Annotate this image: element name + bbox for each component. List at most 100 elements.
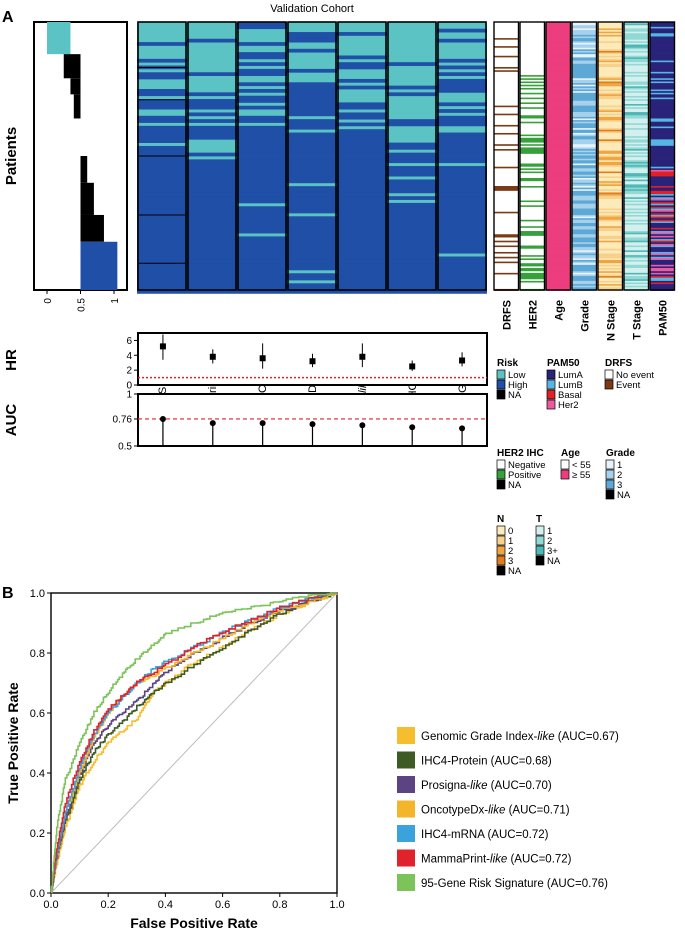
heatmap-cell: [387, 172, 437, 177]
heatmap-cell: [237, 239, 287, 244]
roc-y-tick-label: 0.4: [30, 768, 45, 780]
heatmap-cell: [237, 115, 287, 120]
heatmap-cell: [237, 256, 287, 261]
track-cell: [598, 44, 623, 47]
track-cell: [598, 174, 623, 177]
heatmap-cell: [337, 102, 387, 107]
track-cell: [520, 177, 545, 180]
track-cell: [520, 205, 545, 208]
track-cell: [650, 128, 675, 131]
heatmap-cell: [237, 206, 287, 210]
heatmap-cell: [437, 249, 487, 254]
track-cell: [598, 160, 623, 163]
track-cell: [546, 173, 571, 176]
track-cell: [546, 91, 571, 94]
track-cell: [598, 251, 623, 254]
heatmap-cell: [287, 149, 337, 154]
heatmap-cell: [137, 159, 187, 164]
heatmap-cell: [387, 249, 437, 254]
track-cell: [520, 203, 545, 206]
track-cell: [598, 25, 623, 28]
track-cell: [494, 28, 519, 31]
track-cell: [650, 235, 675, 238]
track-cell: [572, 190, 597, 193]
track-cell: [650, 153, 675, 156]
track-cell: [546, 26, 571, 29]
track-cell: [598, 242, 623, 245]
heatmap-cell: [387, 279, 437, 284]
track-cell: [546, 160, 571, 163]
heatmap-cell: [337, 85, 387, 90]
heatmap-cell: [237, 95, 287, 100]
legend-label: Her2: [558, 400, 579, 411]
track-cell: [572, 28, 597, 31]
track-cell: [598, 287, 623, 290]
legend-title: T: [536, 514, 542, 525]
track-cell: [572, 87, 597, 90]
track-cell: [494, 99, 519, 102]
track-cell: [546, 261, 571, 264]
heatmap-cell: [137, 125, 187, 130]
legend-age: Age< 55≥ 55: [560, 448, 591, 481]
track-cell: [546, 33, 571, 36]
track-cell: [494, 123, 519, 126]
track-cell: [572, 71, 597, 74]
heatmap-cell: [137, 196, 187, 200]
track-cell: [598, 208, 623, 211]
track-cell: [650, 269, 675, 272]
roc-legend-label: Prosigna-like (AUC=0.70): [421, 780, 552, 792]
track-cell: [520, 243, 545, 246]
track-cell: [546, 245, 571, 248]
track-cell: [546, 272, 571, 275]
track-cell: [572, 232, 597, 235]
heatmap-column-frame: [337, 21, 387, 291]
track-cell: [624, 194, 649, 197]
track-cell: [598, 126, 623, 129]
heatmap-cell: [337, 236, 387, 241]
track-cell: [546, 174, 571, 177]
track-cell: [494, 95, 519, 98]
track-frame: [597, 21, 624, 291]
track-cell: [520, 271, 545, 274]
track-cell: [520, 78, 545, 81]
track-cell: [650, 28, 675, 31]
track-cell: [650, 54, 675, 57]
track-cell: [598, 232, 623, 235]
track-cell: [520, 268, 545, 271]
track-cell: [494, 55, 519, 58]
track-cell: [650, 121, 675, 124]
track-cell: [494, 250, 519, 253]
track-cell: [494, 169, 519, 172]
track-cell: [572, 84, 597, 87]
track-cell: [520, 184, 545, 187]
track-cell: [598, 36, 623, 39]
heatmap-cell: [337, 216, 387, 221]
track-label: DRFS: [501, 300, 513, 330]
track-cell: [494, 176, 519, 179]
track-cell: [572, 113, 597, 116]
track-cell: [624, 65, 649, 68]
heatmap-cell: [237, 182, 287, 187]
track-cell: [598, 55, 623, 58]
track-cell: [572, 169, 597, 172]
track-cell: [650, 277, 675, 280]
track-cell: [624, 235, 649, 238]
track-cell: [598, 52, 623, 55]
track-cell: [546, 274, 571, 277]
heatmap-cell: [287, 209, 337, 214]
track-cell: [572, 255, 597, 258]
track-cell: [546, 219, 571, 222]
track-cell: [494, 192, 519, 195]
track-cell: [598, 118, 623, 121]
heatmap-cell: [437, 152, 487, 157]
track-cell: [546, 231, 571, 234]
track-cell: [520, 221, 545, 224]
auc-point: [209, 420, 216, 427]
track-cell: [546, 256, 571, 259]
track-cell: [598, 31, 623, 34]
track-cell: [572, 79, 597, 82]
track-cell: [572, 216, 597, 219]
track-cell: [572, 182, 597, 185]
legend-swatch: [535, 525, 545, 536]
